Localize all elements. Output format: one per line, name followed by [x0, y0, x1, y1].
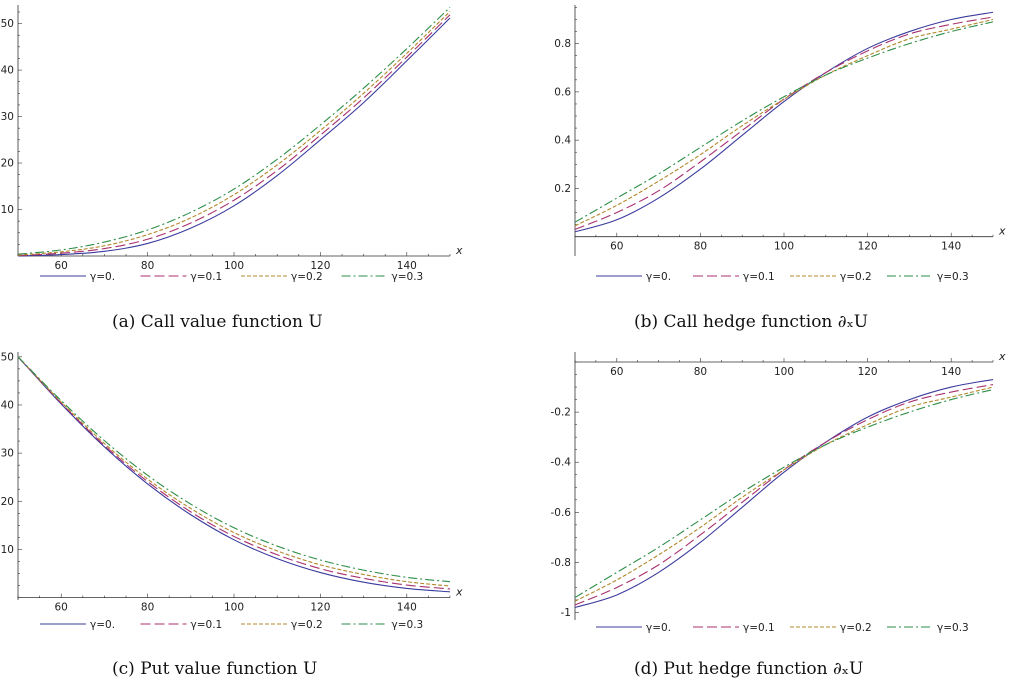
series-line-3 — [574, 21, 994, 223]
y-tick-label: -0.2 — [551, 407, 572, 419]
y-tick-label: 20 — [1, 158, 14, 170]
legend-label: γ=0.2 — [291, 619, 323, 631]
y-tick-label: 50 — [1, 351, 14, 363]
panel-caption: (d) Put hedge function ∂ₓU — [634, 659, 863, 679]
y-tick-label: -0.8 — [551, 557, 572, 569]
x-axis-label: x — [998, 350, 1006, 363]
panel-caption: (b) Call hedge function ∂ₓU — [634, 312, 868, 332]
x-tick-label: 80 — [694, 366, 707, 378]
y-tick-label: 10 — [1, 544, 14, 556]
legend-label: γ=0.1 — [743, 622, 775, 634]
x-tick-label: 120 — [310, 260, 330, 272]
y-tick-label: 10 — [1, 204, 14, 216]
series-line-3 — [574, 389, 994, 598]
series-line-1 — [574, 16, 994, 230]
legend-label: γ=0.3 — [392, 619, 424, 631]
legend-label: γ=0.3 — [937, 271, 969, 283]
legend-label: γ=0. — [646, 622, 671, 634]
series-line-0 — [574, 379, 994, 609]
series-line-2 — [17, 11, 451, 256]
x-tick-label: 60 — [610, 366, 623, 378]
series-line-0 — [17, 356, 451, 593]
series-line-2 — [574, 18, 994, 227]
x-tick-label: 140 — [397, 260, 417, 272]
x-tick-label: 120 — [858, 366, 878, 378]
series-line-2 — [574, 386, 994, 602]
legend-label: γ=0. — [90, 271, 115, 283]
legend-label: γ=0.3 — [937, 622, 969, 634]
x-axis-label: x — [998, 225, 1006, 238]
y-tick-label: 50 — [1, 18, 14, 30]
x-tick-label: 100 — [224, 260, 244, 272]
y-tick-label: 0.8 — [554, 38, 571, 50]
legend-label: γ=0.2 — [840, 271, 872, 283]
y-tick-label: -0.4 — [551, 457, 572, 469]
legend-label: γ=0.1 — [191, 271, 223, 283]
series-line-0 — [17, 17, 451, 257]
x-tick-label: 120 — [310, 602, 330, 614]
x-tick-label: 140 — [941, 241, 961, 253]
x-tick-label: 60 — [610, 241, 623, 253]
legend-label: γ=0.1 — [743, 271, 775, 283]
x-tick-label: 100 — [224, 602, 244, 614]
legend-label: γ=0.2 — [840, 622, 872, 634]
x-tick-label: 140 — [941, 366, 961, 378]
x-tick-label: 60 — [55, 602, 68, 614]
y-tick-label: 0.2 — [554, 183, 571, 195]
x-tick-label: 80 — [694, 241, 707, 253]
x-tick-label: 100 — [774, 366, 794, 378]
legend-label: γ=0.1 — [191, 619, 223, 631]
y-tick-label: 0.6 — [554, 86, 571, 98]
y-tick-label: -1 — [561, 607, 571, 619]
series-line-1 — [17, 14, 451, 257]
x-tick-label: 120 — [858, 241, 878, 253]
x-tick-label: 140 — [397, 602, 417, 614]
legend-label: γ=0.3 — [392, 271, 424, 283]
y-tick-label: 0.4 — [554, 135, 571, 147]
series-line-3 — [17, 6, 451, 255]
legend: γ=0. γ=0.1 γ=0.2 γ=0.3 — [40, 619, 423, 631]
legend-label: γ=0. — [646, 271, 671, 283]
x-tick-label: 100 — [774, 241, 794, 253]
panel-caption: (a) Call value function U — [112, 312, 323, 332]
series-line-1 — [17, 356, 451, 590]
series-line-2 — [17, 356, 451, 587]
panel-caption: (c) Put value function U — [112, 659, 317, 679]
y-tick-label: 30 — [1, 111, 14, 123]
y-tick-label: 20 — [1, 496, 14, 508]
y-tick-label: 30 — [1, 448, 14, 460]
y-tick-label: 40 — [1, 65, 14, 77]
x-tick-label: 80 — [141, 260, 154, 272]
x-axis-label: x — [455, 586, 463, 599]
chart-panel-2: 60 80 100 120 140 x 0.2 0.4 0.6 0.8 γ=0. γ=0.1 γ=0.2… — [554, 5, 1006, 332]
y-tick-label: 40 — [1, 399, 14, 411]
legend-label: γ=0. — [90, 619, 115, 631]
legend-label: γ=0.2 — [291, 271, 323, 283]
y-tick-label: -0.6 — [551, 507, 572, 519]
series-line-3 — [17, 356, 451, 583]
series-line-0 — [574, 11, 994, 233]
x-tick-label: 80 — [141, 602, 154, 614]
series-line-1 — [574, 384, 994, 606]
x-axis-label: x — [455, 244, 463, 257]
x-tick-label: 60 — [55, 260, 68, 272]
legend: γ=0. γ=0.1 γ=0.2 γ=0.3 — [596, 271, 969, 283]
legend: γ=0. γ=0.1 γ=0.2 γ=0.3 — [596, 622, 969, 634]
legend: γ=0. γ=0.1 γ=0.2 γ=0.3 — [40, 271, 423, 283]
